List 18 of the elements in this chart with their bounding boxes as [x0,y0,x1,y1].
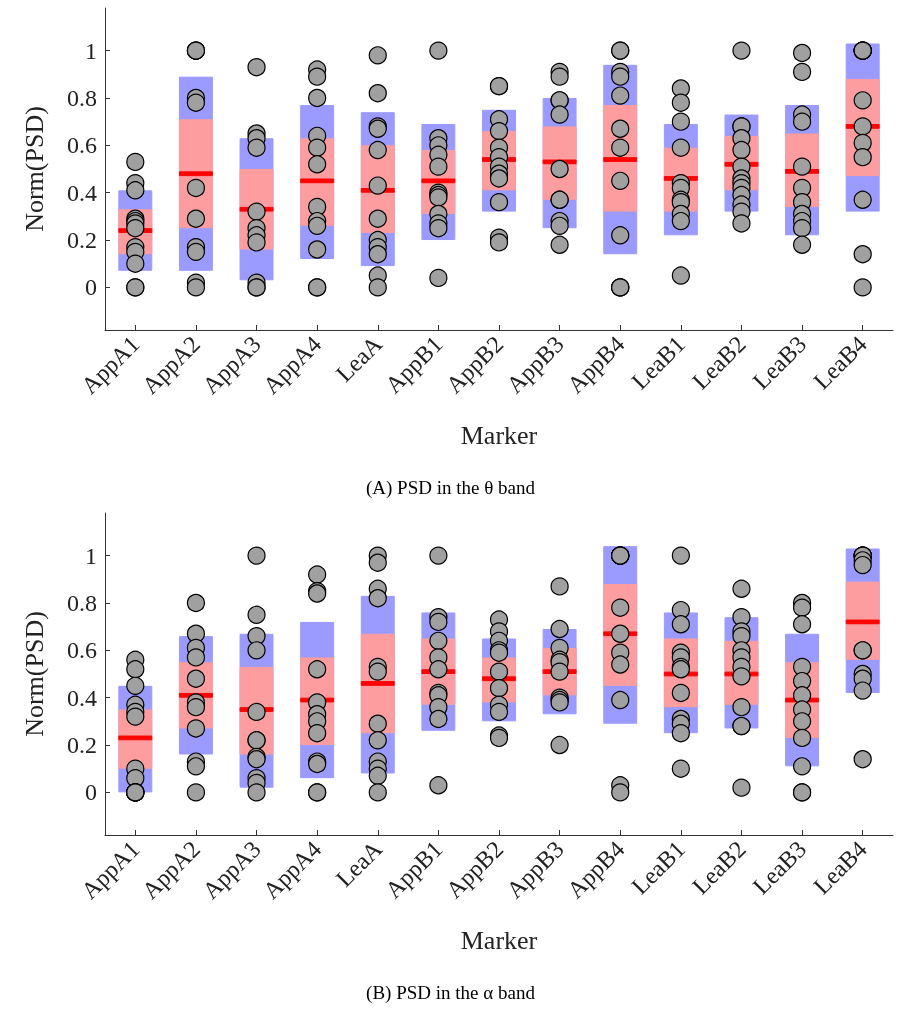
text: (A) PSD in the θ band [366,477,536,499]
y-tick-label: 0.4 [67,684,97,711]
y-tick-label: 0.2 [67,227,97,254]
x-axis-title: Marker [460,420,538,450]
y-tick-label: 1 [85,542,97,569]
x-axis-title: Marker [460,925,538,955]
y-axis-title: Norm(PSD) [19,106,49,232]
y-tick-label: 0.2 [67,732,97,759]
y-tick-label: 0.6 [67,132,97,159]
y-tick-label: 0.8 [67,589,97,616]
y-tick-label: 0 [85,779,97,806]
text: (B) PSD in the α band [366,982,536,1004]
y-axis-title: Norm(PSD) [19,611,49,737]
y-tick-label: 0 [85,274,97,301]
y-tick-label: 0.8 [67,84,97,111]
y-tick-label: 0.6 [67,637,97,664]
y-tick-label: 1 [85,37,97,64]
y-tick-label: 0.4 [67,179,97,206]
